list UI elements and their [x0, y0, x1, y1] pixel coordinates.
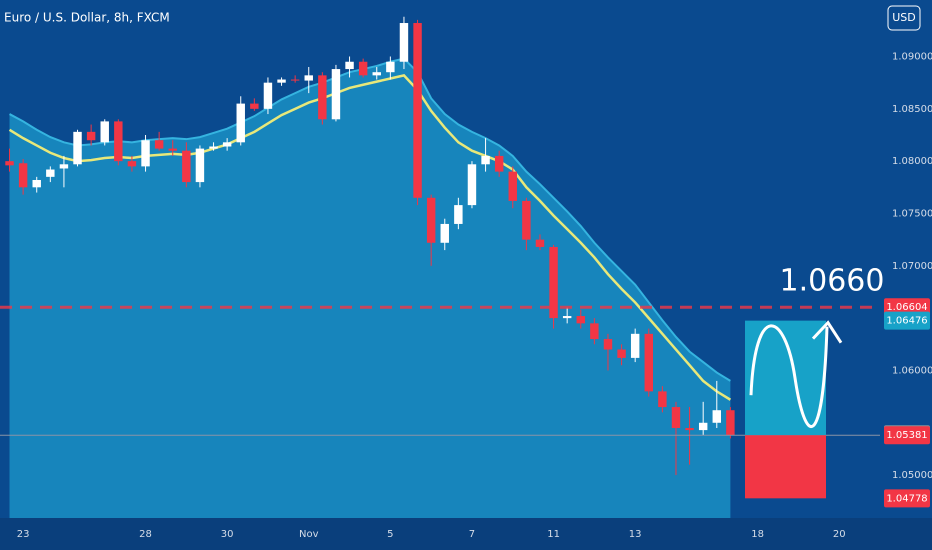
currency-label[interactable]: USD — [892, 11, 916, 24]
x-tick-label: 7 — [469, 529, 475, 540]
y-tick-label: 1.07500 — [892, 208, 932, 219]
x-tick-label: 28 — [139, 529, 152, 540]
price-badge-label: 1.04778 — [886, 493, 927, 504]
y-tick-label: 1.08000 — [892, 156, 932, 167]
plot-area — [0, 16, 880, 518]
y-tick-label: 1.08500 — [892, 104, 932, 115]
candle-body — [86, 131, 96, 141]
candle-body — [522, 200, 531, 240]
candle-body — [100, 121, 109, 143]
candle-body — [603, 339, 613, 350]
candle-body — [250, 103, 259, 109]
x-tick-label: 23 — [17, 529, 30, 540]
candle-body — [386, 61, 395, 73]
candle-body — [685, 428, 694, 431]
price-badge-label: 1.06476 — [886, 316, 927, 327]
candle-body — [195, 148, 205, 183]
candle-body — [426, 197, 436, 243]
candle-body — [46, 169, 55, 177]
candle-body — [277, 79, 286, 83]
candle-body — [263, 82, 273, 109]
candle-body — [399, 23, 409, 62]
candle-body — [712, 410, 722, 423]
candle-body — [73, 131, 82, 165]
candle-body — [590, 323, 599, 340]
candle-body — [726, 410, 735, 436]
moving-average — [8, 73, 732, 401]
candle-body — [318, 75, 327, 120]
y-tick-label: 1.06000 — [892, 365, 932, 376]
candle-body — [182, 150, 191, 183]
x-tick-label: Nov — [299, 529, 319, 540]
price-badge — [884, 489, 930, 508]
x-tick-label: 18 — [751, 529, 764, 540]
candle-body — [535, 239, 545, 247]
candle-body — [222, 142, 232, 147]
candle-body — [345, 61, 354, 70]
candle-body — [508, 171, 517, 201]
candle-body — [290, 79, 300, 81]
loss-zone — [745, 435, 826, 499]
x-tick-label: 30 — [221, 529, 234, 540]
candle-body — [18, 163, 28, 188]
band-line — [9, 57, 731, 382]
x-tick-label: 5 — [387, 529, 393, 540]
candle-body — [671, 407, 681, 429]
currency-button[interactable] — [887, 5, 921, 31]
price-badge — [884, 311, 930, 330]
candle-body — [549, 246, 558, 319]
candle-body — [440, 223, 449, 243]
x-axis-strip — [0, 518, 932, 550]
candle-body — [154, 140, 164, 149]
candle-body — [617, 349, 626, 358]
candle-body — [114, 121, 123, 162]
candle-body — [32, 179, 41, 188]
candle-body — [467, 164, 477, 206]
candle-body — [413, 23, 422, 198]
candle-body — [168, 148, 177, 151]
forecast-arrowhead — [811, 320, 843, 344]
candle-body — [358, 61, 368, 76]
candle-body — [454, 205, 463, 224]
chart-title: Euro / U.S. Dollar, 8h, FXCM — [4, 11, 170, 25]
candle-body — [494, 155, 504, 172]
candle-body — [304, 75, 313, 81]
x-tick-label: 11 — [547, 529, 560, 540]
candle-body — [209, 146, 218, 149]
y-tick-label: 1.05000 — [892, 470, 932, 481]
candle-body — [127, 161, 137, 167]
candle-body — [331, 69, 341, 120]
annotation: 1.0660 — [780, 264, 885, 299]
x-tick-label: 20 — [833, 529, 846, 540]
candle-body — [630, 333, 640, 358]
candle-body — [481, 155, 490, 165]
candle-body — [5, 161, 14, 166]
price-badge-label: 1.05381 — [886, 430, 927, 441]
price-badge-label: 1.06604 — [886, 302, 927, 313]
candle-body — [658, 391, 667, 408]
candle-body — [644, 333, 653, 392]
forecast-curve — [749, 324, 829, 428]
x-tick-label: 13 — [629, 529, 642, 540]
candle-body — [576, 316, 585, 324]
price-badge — [884, 426, 930, 445]
candle-body — [141, 140, 150, 167]
candle-body — [372, 72, 381, 76]
y-tick-label: 1.07000 — [892, 261, 932, 272]
candle-body — [236, 103, 245, 143]
candle-body — [59, 164, 69, 169]
candle-body — [698, 422, 708, 431]
y-tick-label: 1.09000 — [892, 52, 932, 63]
candle-body — [562, 316, 572, 319]
